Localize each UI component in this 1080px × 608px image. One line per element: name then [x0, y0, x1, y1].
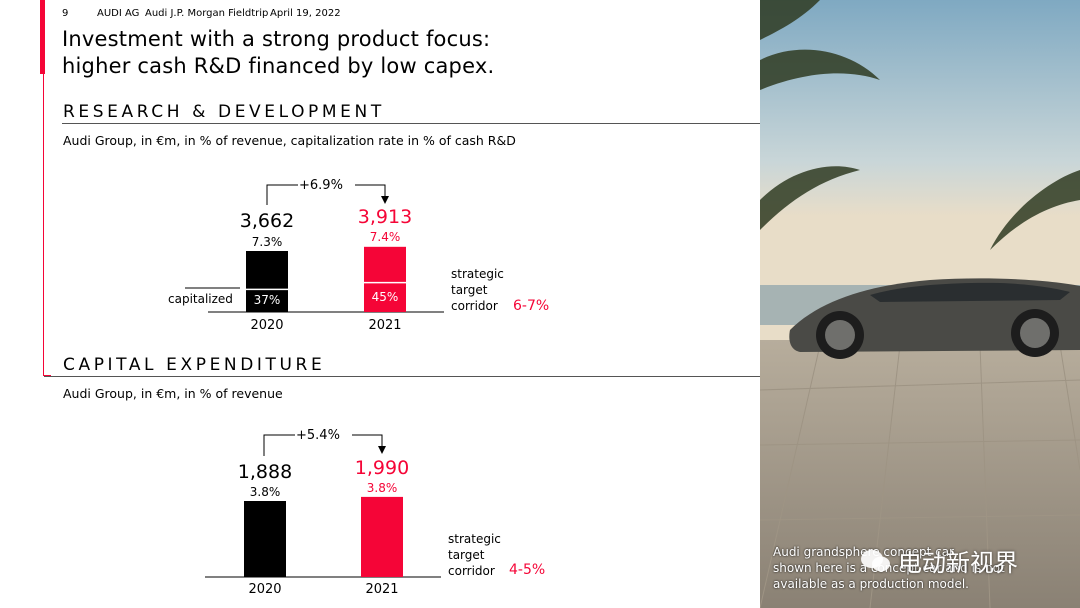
capex-corridor-line-3: corridor [448, 564, 495, 578]
capex-corridor-line-2: target [448, 548, 485, 562]
palm-leaves [760, 0, 1080, 250]
rd-growth-arrowhead [381, 196, 389, 204]
title-line-2: higher cash R&D financed by low capex. [62, 54, 495, 78]
accent-line [43, 74, 44, 376]
rd-value-2021: 3,913 [357, 206, 413, 228]
rd-revenue-pct-2021: 7.4% [369, 230, 401, 244]
capex-bar-2020 [244, 501, 286, 577]
capex-growth-arrowhead [378, 446, 386, 454]
event-name: Audi J.P. Morgan Fieldtrip [145, 8, 269, 19]
capex-year-2020: 2020 [248, 582, 282, 597]
rd-corridor-line-2: target [451, 283, 488, 297]
capex-revenue-pct-2020: 3.8% [249, 485, 281, 499]
rd-corridor-value: 6-7% [513, 298, 550, 314]
capex-growth-bracket [263, 434, 383, 456]
photo-caption-line-3: available as a production model. [773, 577, 969, 591]
rd-chart-svg [185, 184, 444, 578]
rd-capitalized-pct-2020: 37% [253, 293, 281, 307]
capex-corridor-value: 4-5% [509, 562, 546, 578]
title-line-1: Investment with a strong product focus: [62, 27, 491, 51]
photo-caption: Audi grandsphere concept car shown here … [773, 544, 1005, 592]
capex-bar-2021 [361, 496, 403, 577]
rd-bar-2021 [364, 246, 406, 312]
company-name: AUDI AG [97, 8, 140, 19]
watermark-text: 电动新视界 [898, 549, 1018, 577]
car-body [789, 278, 1080, 359]
capex-section-title: CAPITAL EXPENDITURE [63, 355, 326, 375]
watermark: 电动新视界 [860, 543, 1018, 578]
capex-year-2021: 2021 [365, 582, 399, 597]
rd-growth-bracket [266, 184, 386, 205]
rd-bar-2020 [246, 251, 288, 312]
rd-subtitle: Audi Group, in €m, in % of revenue, capi… [63, 133, 516, 148]
capex-value-2020: 1,888 [237, 461, 293, 483]
rd-section-title: RESEARCH & DEVELOPMENT [63, 102, 385, 122]
wechat-icon [860, 548, 892, 574]
photo-caption-line-2: shown here is a concept car and is not [773, 561, 1005, 575]
capex-section-rule [44, 376, 760, 377]
accent-bar [40, 0, 45, 74]
rd-revenue-pct-2020: 7.3% [251, 235, 283, 249]
capex-value-2021: 1,990 [354, 457, 410, 479]
rd-year-2021: 2021 [368, 318, 402, 333]
rd-growth-label: +6.9% [299, 178, 343, 193]
rd-capitalized-pct-2021: 45% [371, 290, 399, 304]
rd-corridor-line-1: strategic [451, 267, 504, 281]
car-photo: Audi grandsphere concept car shown here … [760, 0, 1080, 608]
rd-capitalized-label: capitalized [168, 292, 233, 306]
event-date: April 19, 2022 [270, 8, 341, 19]
page-title: Investment with a strong product focus: … [62, 26, 494, 80]
capex-revenue-pct-2021: 3.8% [366, 481, 398, 495]
accent-line-foot [43, 375, 51, 376]
page-number: 9 [62, 8, 69, 19]
rd-section-rule [62, 123, 1066, 124]
rd-year-2020: 2020 [250, 318, 284, 333]
rd-corridor-line-3: corridor [451, 299, 498, 313]
capex-corridor-line-1: strategic [448, 532, 501, 546]
capex-subtitle: Audi Group, in €m, in % of revenue [63, 386, 283, 401]
car-photo-illustration [760, 0, 1080, 608]
rd-corridor-label: strategic target corridor [451, 266, 504, 314]
photo-caption-line-1: Audi grandsphere concept car [773, 545, 954, 559]
capex-corridor-label: strategic target corridor [448, 531, 501, 579]
rd-value-2020: 3,662 [239, 210, 295, 232]
capex-growth-label: +5.4% [296, 428, 340, 443]
